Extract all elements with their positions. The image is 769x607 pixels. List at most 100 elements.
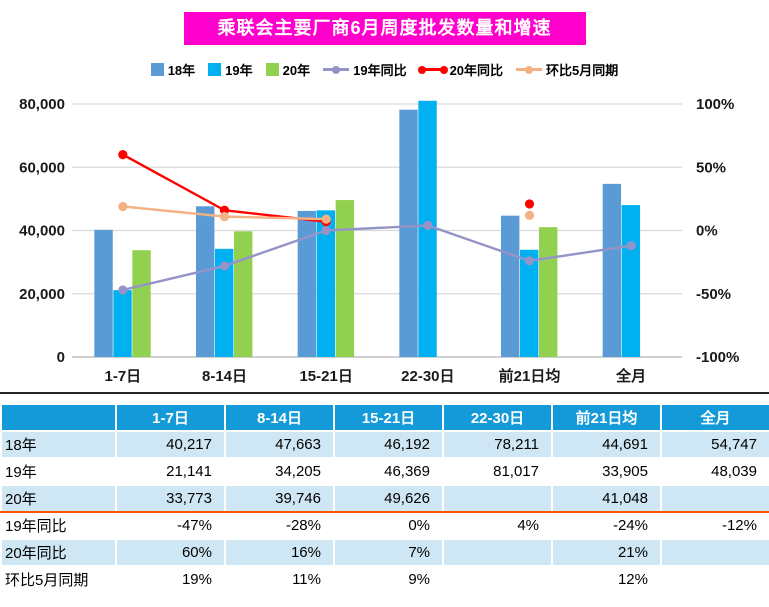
table-cell: 7% [333, 538, 444, 567]
bar-18年-全月 [602, 183, 622, 357]
table-row-19年: 19年 21,141 34,205 46,369 81,017 33,905 48,039 [0, 457, 769, 486]
bar-18年-22-30日 [399, 109, 418, 357]
table-cell: 0% [333, 511, 444, 540]
table-cell: 44,691 [551, 430, 662, 459]
table-cell [442, 484, 553, 513]
legend-item-19年: 19年 [208, 60, 253, 79]
legend-label: 20年同比 [449, 63, 504, 78]
marker-19年同比-前21日均 [524, 256, 535, 266]
table-cell: 19% [115, 565, 226, 594]
table-cell: 78,211 [442, 430, 553, 459]
category-label: 前21日均 [499, 367, 561, 385]
row-label: 19年 [0, 457, 117, 486]
table-row-环比5月同期: 环比5月同期 19% 11% 9% 12% [0, 565, 769, 594]
legend-item-环比5月同期: 环比5月同期 [516, 60, 618, 79]
legend-square-swatch [150, 63, 164, 76]
table-header-cell: 22-30日 [442, 403, 553, 432]
row-label: 环比5月同期 [0, 565, 117, 594]
table-cell: 33,773 [115, 484, 226, 513]
legend-line-swatch [516, 65, 543, 74]
bar-20年-8-14日 [234, 231, 253, 357]
table-cell: 12% [551, 565, 662, 594]
category-label: 22-30日 [401, 368, 454, 385]
marker-19年同比-15-21日 [321, 225, 331, 236]
legend-label: 环比5月同期 [546, 63, 619, 78]
bar-19年-8-14日 [215, 248, 234, 357]
legend-item-20年: 20年 [265, 60, 311, 79]
bar-19年-全月 [621, 205, 641, 357]
table-header-cell: 全月 [660, 403, 769, 432]
table-cell [660, 538, 769, 567]
bar-20年-1-7日 [132, 250, 151, 357]
legend-item-18年: 18年 [150, 60, 195, 79]
table-cell: 46,192 [333, 430, 444, 459]
bar-18年-15-21日 [297, 210, 317, 357]
marker-环比5月同期-1-7日 [118, 201, 128, 212]
table-cell: 81,017 [442, 457, 553, 486]
marker-19年同比-22-30日 [423, 220, 433, 231]
chart-title: 乘联会主要厂商6月周度批发数量和增速 [183, 12, 586, 45]
table-cell [442, 565, 553, 594]
table-cell: 11% [224, 565, 335, 594]
legend-line-swatch [417, 65, 448, 74]
marker-环比5月同期-前21日均 [524, 210, 535, 220]
left-axis-tick: 0 [57, 349, 65, 366]
row-label: 18年 [0, 430, 117, 459]
left-axis-tick: 80,000 [19, 96, 65, 113]
legend-item-19年同比: 19年同比 [323, 60, 407, 79]
table-cell: 60% [115, 538, 226, 567]
right-axis-tick: 0% [696, 223, 718, 240]
table-cell: 39,746 [224, 484, 335, 513]
category-label: 全月 [615, 367, 646, 385]
table-header-cell: 8-14日 [224, 403, 335, 432]
table-header-cell: 1-7日 [115, 403, 226, 432]
legend-label: 20年 [282, 63, 311, 78]
bar-18年-8-14日 [196, 206, 215, 357]
table-cell: 49,626 [333, 484, 444, 513]
table-cell [660, 484, 769, 513]
table-cell: 41,048 [551, 484, 662, 513]
table-cell: -47% [115, 511, 226, 540]
bar-20年-前21日均 [539, 227, 558, 357]
bar-18年-前21日均 [501, 215, 520, 357]
legend-label: 19年同比 [353, 63, 407, 78]
table-row-20年: 20年 33,773 39,746 49,626 41,048 [0, 484, 769, 513]
legend-square-swatch [265, 63, 279, 76]
table-cell: 46,369 [333, 457, 444, 486]
marker-20年同比-1-7日 [118, 150, 128, 160]
right-axis-tick: 100% [696, 96, 734, 113]
table-cell: 33,905 [551, 457, 662, 486]
table-header-row: 1-7日 8-14日 15-21日 22-30日 前21日均 全月 [0, 403, 769, 432]
table-cell [660, 565, 769, 594]
table-cell [442, 538, 553, 567]
table-cell: 48,039 [660, 457, 769, 486]
table-cell: -28% [224, 511, 335, 540]
table-cell: 34,205 [224, 457, 335, 486]
table-cell: 21% [551, 538, 662, 567]
table-cell: 9% [333, 565, 444, 594]
row-label: 20年 [0, 484, 117, 513]
table-cell: 21,141 [115, 457, 226, 486]
legend-line-swatch [323, 65, 350, 74]
legend-label: 19年 [225, 63, 253, 78]
bar-18年-1-7日 [94, 229, 113, 357]
table-header-cell: 前21日均 [551, 403, 662, 432]
row-label: 19年同比 [0, 511, 117, 540]
left-axis-tick: 20,000 [19, 286, 65, 303]
left-axis-tick: 60,000 [19, 159, 65, 176]
category-label: 1-7日 [104, 368, 141, 385]
category-label: 8-14日 [202, 368, 247, 385]
table-row-19年同比: 19年同比 -47% -28% 0% 4% -24% -12% [0, 511, 769, 540]
table-row-20年同比: 20年同比 60% 16% 7% 21% [0, 538, 769, 567]
bar-19年-前21日均 [520, 249, 539, 357]
row-label: 20年同比 [0, 538, 117, 567]
bar-19年-15-21日 [316, 210, 336, 357]
table-header-cell: 15-21日 [333, 403, 444, 432]
right-axis-tick: 50% [696, 159, 726, 176]
combo-chart: 0 20,000 40,000 60,000 80,000 -100% -50% 0% 50% 1… [0, 96, 769, 394]
legend-square-swatch [208, 63, 222, 76]
right-axis-tick: -50% [696, 286, 731, 303]
data-table: 1-7日 8-14日 15-21日 22-30日 前21日均 全月 18年 40,217 47,… [0, 403, 769, 594]
left-axis-tick: 40,000 [19, 223, 65, 240]
